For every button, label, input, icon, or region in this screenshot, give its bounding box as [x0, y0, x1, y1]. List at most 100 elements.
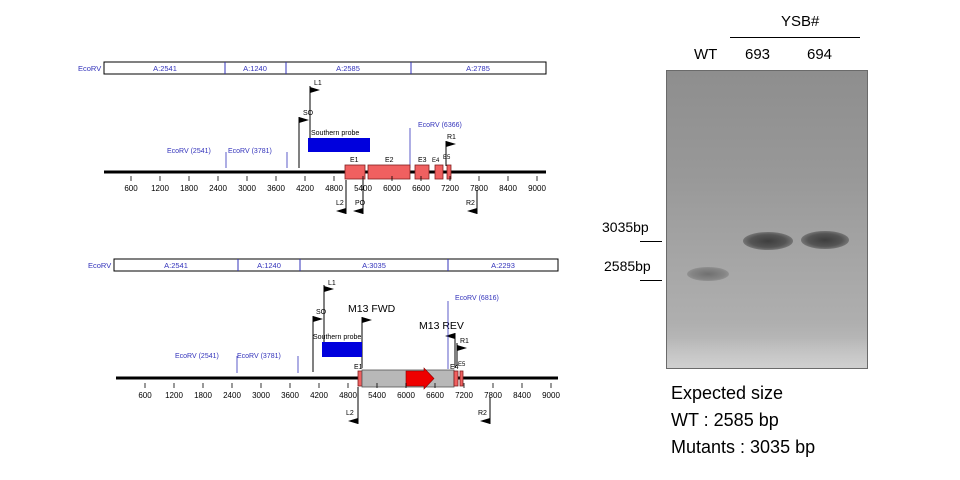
svg-text:R1: R1: [447, 134, 456, 141]
mutant-scale: 600 1200 1800 2400 3000 3600 4200 4800 5400 6000 6…: [138, 383, 560, 400]
exon-label: E2: [385, 157, 394, 164]
svg-text:Southern probe: Southern probe: [313, 334, 361, 341]
scale-tick-label: 6600: [426, 391, 444, 400]
marker-label-3035: 3035bp: [602, 219, 649, 235]
wildtype-fragment-bar: EcoRV A:2541 A:1240 A:2585 A:2785: [78, 61, 547, 75]
scale-tick-label: 1800: [194, 391, 212, 400]
scale-tick-label: 4200: [310, 391, 328, 400]
scale-tick-label: 9000: [528, 184, 546, 193]
svg-text:L1: L1: [314, 80, 322, 87]
svg-text:M13 FWD: M13 FWD: [348, 303, 396, 315]
scale-tick-label: 1800: [180, 184, 198, 193]
expected-size-mutants: Mutants : 3035 bp: [671, 437, 816, 457]
exon-label: E4: [450, 364, 459, 371]
primer-l1: L1: [309, 80, 322, 140]
lane-label-694: 694: [807, 46, 833, 63]
scale-tick-label: 1200: [165, 391, 183, 400]
ecorv-site-6366: EcoRV (6366): [409, 122, 462, 168]
svg-text:EcoRV (2541): EcoRV (2541): [175, 353, 219, 360]
primer-so: SO: [298, 110, 314, 168]
scale-tick-label: 9000: [542, 391, 560, 400]
blot-group-bracket: [730, 37, 860, 38]
ecorv-site-3781: EcoRV (3781): [237, 353, 299, 373]
fragment-label: A:2541: [164, 261, 188, 270]
scale-tick-label: 3600: [281, 391, 299, 400]
exon-label: E1: [354, 364, 363, 371]
svg-text:PO: PO: [355, 200, 366, 207]
scale-tick-label: 8400: [513, 391, 531, 400]
fragment-label: A:2585: [336, 64, 360, 73]
primer-r2: R2: [478, 397, 491, 424]
svg-text:EcoRV (3781): EcoRV (3781): [237, 353, 281, 360]
svg-text:R1: R1: [460, 338, 469, 345]
fragment-label: A:2293: [491, 261, 515, 270]
lane-label-wt: WT: [694, 46, 718, 63]
exon-label: E5: [458, 362, 466, 368]
scale-tick-label: 6000: [397, 391, 415, 400]
primer-r1: R1: [456, 338, 469, 366]
primer-l1: L1: [323, 280, 336, 342]
scale-tick-label: 7800: [484, 391, 502, 400]
scale-tick-label: 7800: [470, 184, 488, 193]
fragment-label: A:2785: [466, 64, 490, 73]
svg-text:L2: L2: [336, 200, 344, 207]
scale-tick-label: 4800: [325, 184, 343, 193]
primer-l2: L2: [346, 387, 359, 424]
southern-probe: Southern probe: [313, 334, 362, 357]
wildtype-exons: E1 E2 E3 E4 E5: [344, 155, 452, 180]
exon-label: E4: [432, 158, 440, 164]
exon-label: E5: [443, 155, 451, 161]
scale-tick-label: 6000: [383, 184, 401, 193]
mutant-fragment-bar: EcoRV A:2541 A:1240 A:3035 A:2293: [88, 258, 559, 272]
band-693: [743, 232, 793, 250]
ecorv-site-2541: EcoRV (2541): [167, 148, 227, 168]
primer-po: PO: [353, 180, 366, 214]
ecorv-site-2541: EcoRV (2541): [175, 353, 238, 373]
lane-label-693: 693: [745, 46, 771, 63]
svg-text:M13 REV: M13 REV: [419, 320, 464, 332]
scale-tick-label: 8400: [499, 184, 517, 193]
scale-tick-label: 3600: [267, 184, 285, 193]
ecorv-site-3781: EcoRV (3781): [228, 148, 288, 168]
scale-tick-label: 5400: [368, 391, 386, 400]
scale-tick-label: 4200: [296, 184, 314, 193]
scale-tick-label: 7200: [455, 391, 473, 400]
expected-size-wt: WT : 2585 bp: [671, 410, 779, 430]
band-694: [801, 231, 849, 249]
wildtype-scale: 600 1200 1800 2400 3000 3600 4200 4800 5400 6000 6…: [124, 176, 546, 193]
svg-text:R2: R2: [466, 200, 475, 207]
scale-tick-label: 2400: [209, 184, 227, 193]
scale-tick-label: 600: [138, 391, 152, 400]
primer-m13-rev: M13 REV: [419, 320, 464, 368]
svg-text:Southern probe: Southern probe: [311, 130, 359, 137]
svg-text:R2: R2: [478, 410, 487, 417]
svg-text:SO: SO: [303, 110, 314, 117]
svg-text:L1: L1: [328, 280, 336, 287]
scale-tick-label: 6600: [412, 184, 430, 193]
fragment-enzyme-label: EcoRV: [88, 261, 111, 270]
svg-text:EcoRV (3781): EcoRV (3781): [228, 148, 272, 155]
scale-tick-label: 4800: [339, 391, 357, 400]
exon-label: E1: [350, 157, 359, 164]
mutant-insert: E1 E4 E5: [354, 362, 466, 390]
primer-m13-fwd: M13 FWD: [348, 303, 396, 368]
svg-text:EcoRV (6816): EcoRV (6816): [455, 295, 499, 302]
scale-tick-label: 2400: [223, 391, 241, 400]
svg-text:EcoRV (6366): EcoRV (6366): [418, 122, 462, 129]
svg-text:EcoRV (2541): EcoRV (2541): [167, 148, 211, 155]
blot-group-label: YSB#: [781, 13, 820, 30]
fragment-label: A:3035: [362, 261, 386, 270]
southern-blot-image: [666, 70, 868, 369]
primer-so: SO: [312, 309, 327, 372]
primer-l2: L2: [336, 180, 347, 214]
marker-label-2585: 2585bp: [604, 258, 651, 274]
exon-label: E3: [418, 157, 427, 164]
primer-r2: R2: [466, 190, 478, 214]
southern-probe: Southern probe: [308, 130, 370, 152]
scale-tick-label: 3000: [252, 391, 270, 400]
mutant-map: EcoRV A:2541 A:1240 A:3035 A:2293 L1 SO …: [88, 258, 560, 424]
band-wt: [687, 267, 729, 281]
scale-tick-label: 1200: [151, 184, 169, 193]
wildtype-map: EcoRV A:2541 A:1240 A:2585 A:2785 L1 SO …: [78, 61, 547, 214]
ecorv-site-6816: EcoRV (6816): [447, 295, 499, 369]
